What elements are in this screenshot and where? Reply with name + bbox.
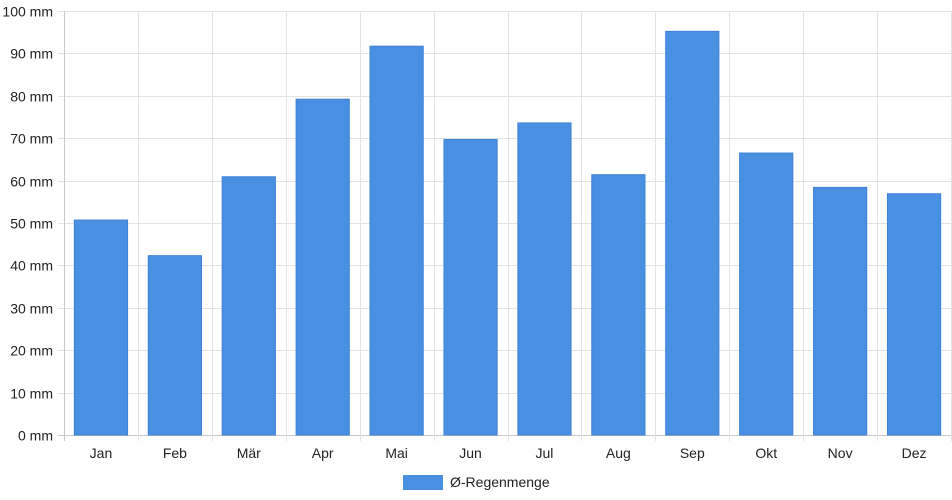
bar-feb	[147, 255, 202, 436]
bar-jan	[73, 219, 129, 436]
y-tick-label: 20 mm	[10, 343, 53, 359]
y-tick-label: 30 mm	[10, 301, 53, 317]
bar-jul	[517, 122, 572, 436]
axis-layer: 0 mm 10 mm 20 mm 30 mm 40 mm 50 mm 60 mm 70 mm 8…	[2, 4, 926, 462]
bar-sep	[665, 30, 720, 436]
x-tick-label: Dez	[902, 445, 927, 461]
x-tick-label: Aug	[606, 445, 631, 461]
y-tick-label: 50 mm	[10, 216, 53, 232]
y-tick-label: 100 mm	[2, 4, 53, 20]
bar-dez	[886, 193, 942, 436]
y-tick-label: 10 mm	[10, 386, 53, 402]
x-tick-label: Nov	[828, 445, 853, 461]
y-tick-label: 80 mm	[10, 89, 53, 105]
x-tick-label: Okt	[755, 445, 777, 461]
x-tick-label: Jul	[536, 445, 554, 461]
legend[interactable]: Ø-Regenmenge	[403, 474, 550, 490]
x-tick-label: Apr	[312, 445, 334, 461]
bar-jun	[443, 138, 498, 436]
bar-nov	[813, 186, 868, 436]
x-tick-label: Sep	[680, 445, 705, 461]
bar-apr	[295, 98, 350, 436]
bar-okt	[739, 152, 794, 436]
legend-swatch[interactable]	[403, 475, 443, 490]
bar-mär	[221, 176, 276, 436]
x-tick-label: Feb	[163, 445, 187, 461]
legend-label[interactable]: Ø-Regenmenge	[450, 474, 550, 490]
bar-mai	[369, 45, 424, 436]
x-tick-label: Mär	[237, 445, 261, 461]
x-tick-label: Mai	[385, 445, 408, 461]
x-tick-label: Jan	[90, 445, 113, 461]
x-tick-label: Jun	[459, 445, 482, 461]
y-tick-label: 40 mm	[10, 258, 53, 274]
y-tick-label: 70 mm	[10, 131, 53, 147]
y-tick-label: 0 mm	[18, 428, 53, 444]
y-tick-label: 90 mm	[10, 46, 53, 62]
grid-layer	[58, 11, 952, 441]
bars-layer	[73, 30, 942, 436]
y-tick-label: 60 mm	[10, 174, 53, 190]
bar-aug	[591, 174, 646, 436]
